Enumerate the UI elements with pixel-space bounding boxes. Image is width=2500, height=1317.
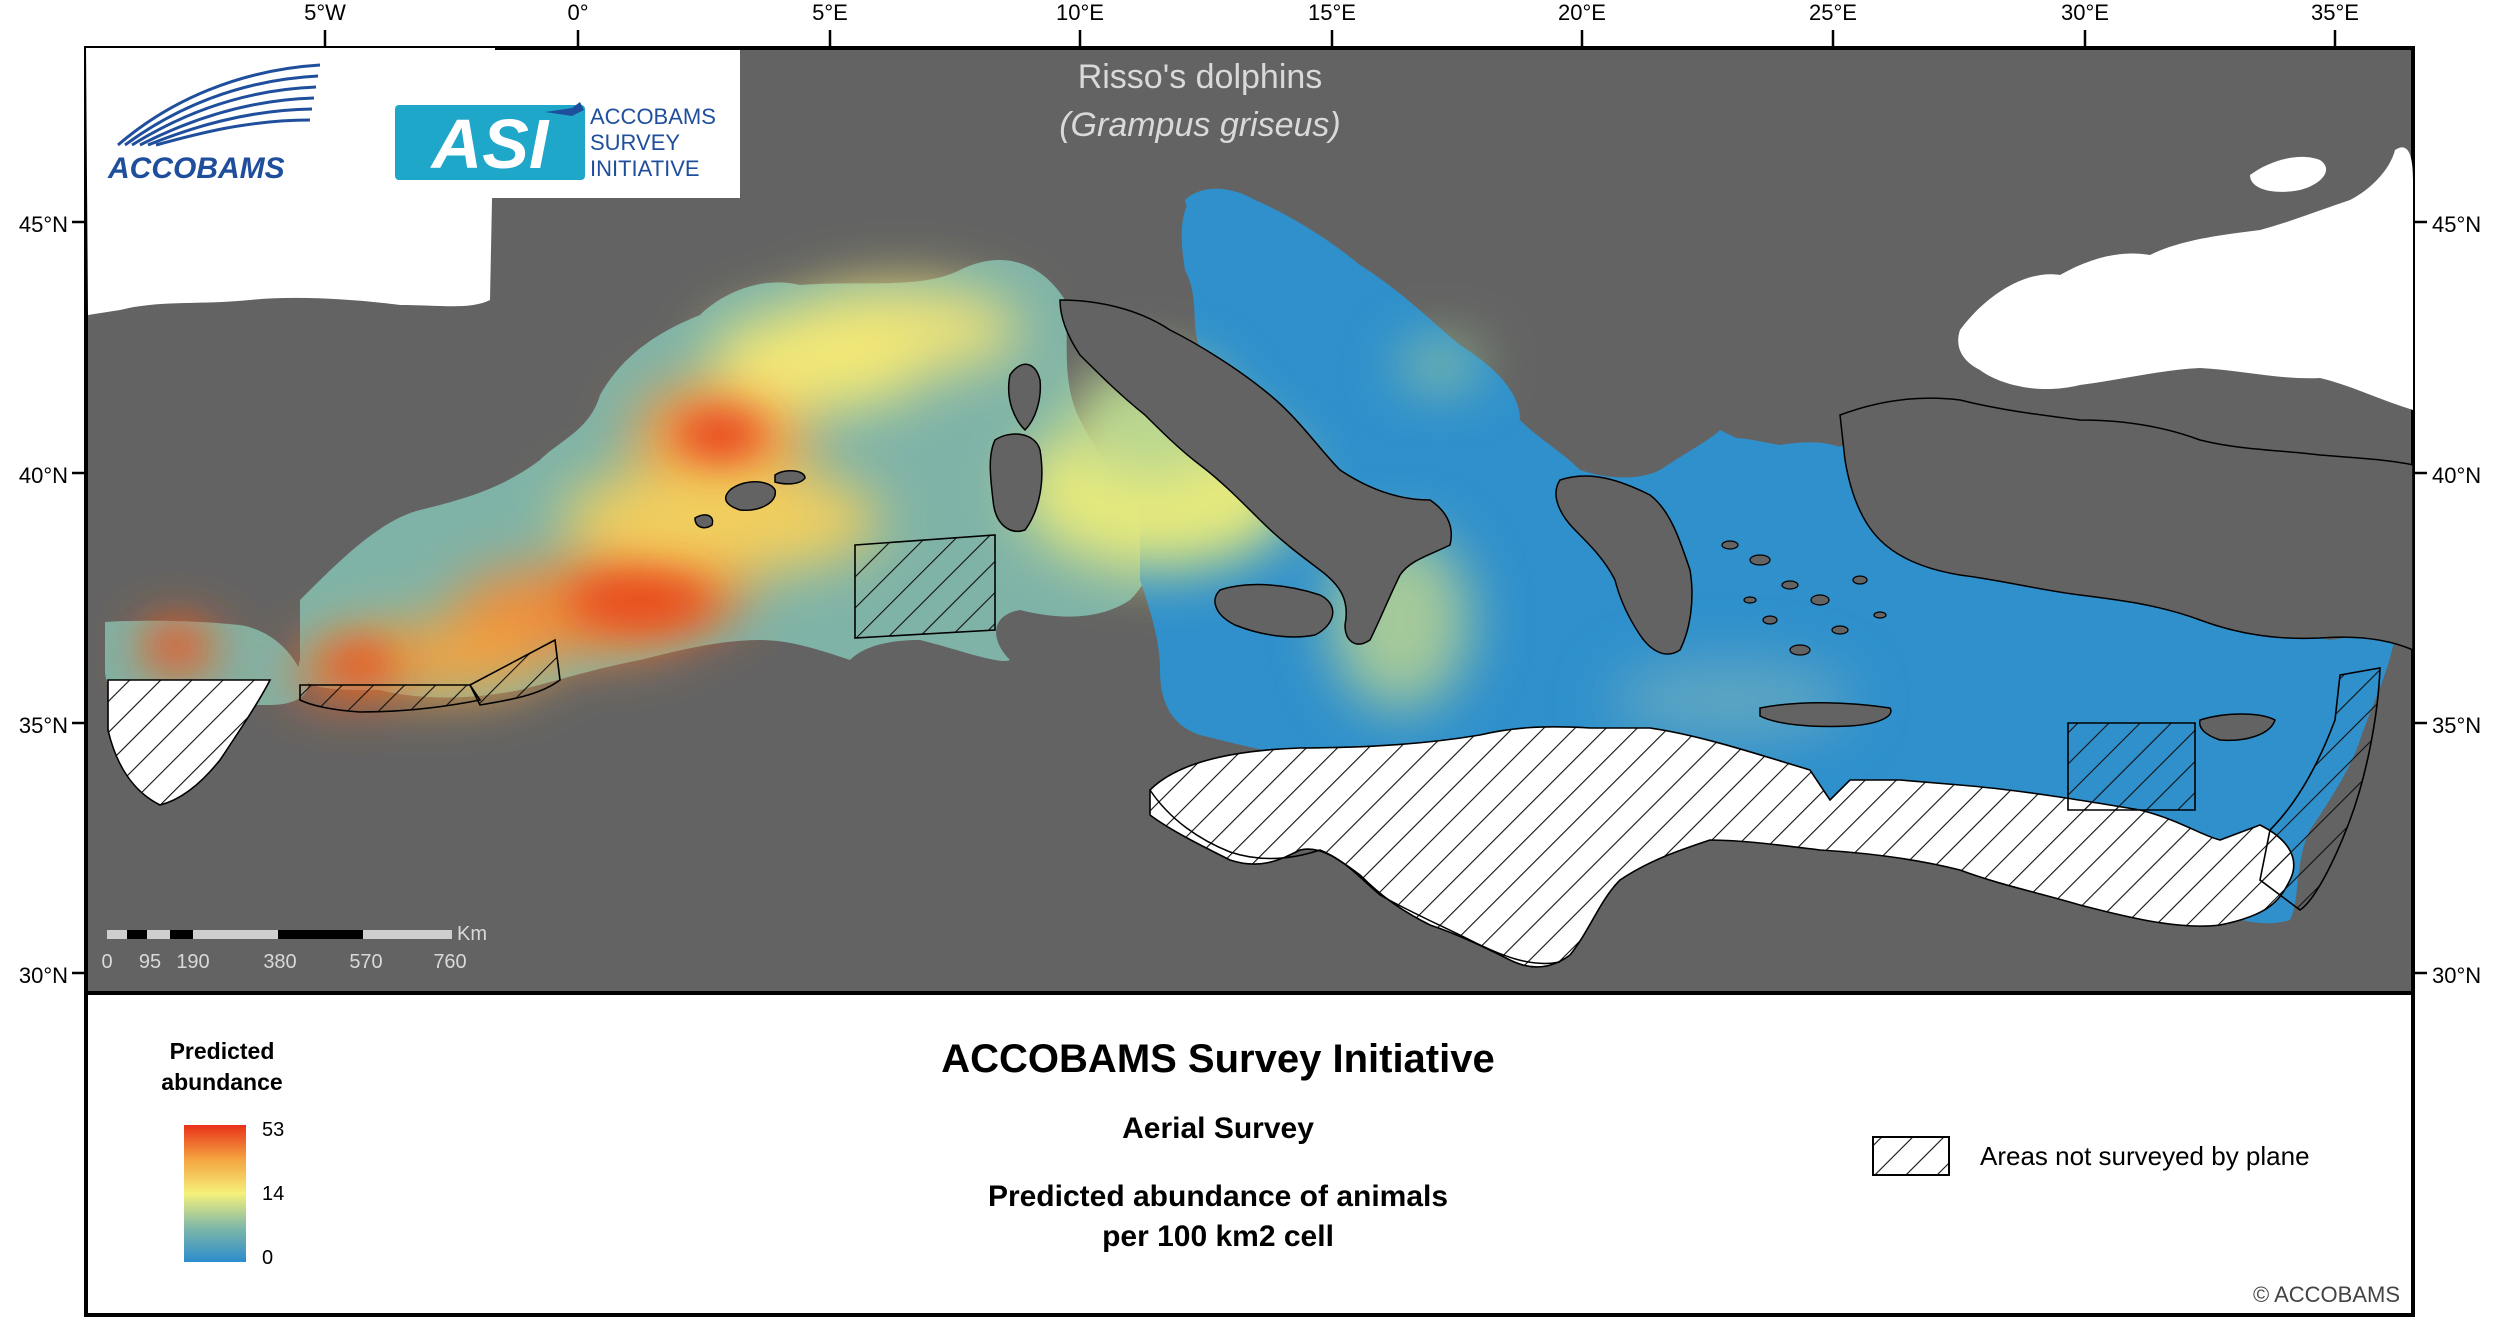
hatch-alboran-south bbox=[107, 679, 272, 806]
lat-labels-right: 45°N 40°N 35°N 30°N bbox=[2432, 212, 2481, 988]
lon-labels: 5°W 0° 5°E 10°E 15°E 20°E 25°E 30°E 35°E bbox=[304, 0, 2359, 25]
footer-desc-line1: Predicted abundance of animals bbox=[988, 1180, 1448, 1213]
hotspot-lion bbox=[710, 310, 930, 410]
lon-label: 25°E bbox=[1809, 0, 1857, 25]
lon-label: 10°E bbox=[1056, 0, 1104, 25]
hotspot-peak-balearic bbox=[675, 410, 765, 460]
accobams-logo bbox=[117, 63, 321, 147]
scale-tick: 95 bbox=[139, 951, 161, 973]
scale-tick: 570 bbox=[349, 951, 382, 973]
africa-coast bbox=[1149, 789, 1561, 965]
hotspot-peak-far-w bbox=[150, 631, 200, 659]
hotspot-algerian bbox=[560, 465, 880, 575]
hatch-sardinia-channel bbox=[854, 534, 996, 639]
land-masks bbox=[694, 299, 2414, 742]
turkey bbox=[1839, 397, 2414, 652]
footer-desc-line2: per 100 km2 cell bbox=[1102, 1220, 1334, 1253]
accobams-logo-text: ACCOBAMS bbox=[107, 152, 285, 185]
legend-title-line2: abundance bbox=[161, 1069, 282, 1095]
scale-tick: 380 bbox=[263, 951, 296, 973]
asi-mark: ASI bbox=[430, 105, 550, 183]
unsurveyed-areas bbox=[107, 534, 2381, 968]
hatch-swatch bbox=[1872, 1136, 1950, 1176]
copyright: © ACCOBAMS bbox=[2253, 1282, 2400, 1307]
lat-label: 35°N bbox=[2432, 713, 2481, 738]
sicily bbox=[1214, 583, 1334, 638]
species-latin-name: (Grampus griseus) bbox=[1059, 106, 1341, 144]
legend-mid: 14 bbox=[262, 1183, 284, 1205]
cyprus bbox=[2198, 713, 2276, 742]
species-name: Risso's dolphins bbox=[1078, 58, 1323, 96]
lat-labels-left: 45°N 40°N 35°N 30°N bbox=[19, 212, 68, 988]
legend-max: 53 bbox=[262, 1119, 284, 1141]
hatch-north-africa bbox=[1149, 726, 2295, 968]
lat-label: 30°N bbox=[19, 963, 68, 988]
lon-label: 5°W bbox=[304, 0, 346, 25]
hatch-label: Areas not surveyed by plane bbox=[1980, 1141, 2310, 1171]
mallorca bbox=[724, 481, 776, 511]
scale-tick: 0 bbox=[101, 951, 112, 973]
menorca bbox=[774, 470, 806, 485]
ibiza bbox=[694, 514, 714, 529]
lon-label: 20°E bbox=[1558, 0, 1606, 25]
scale-tick: 190 bbox=[176, 951, 209, 973]
lon-label: 0° bbox=[567, 0, 588, 25]
legend-color-ramp bbox=[184, 1125, 246, 1262]
hatch-alboran-strip bbox=[299, 684, 482, 713]
lat-label: 40°N bbox=[19, 463, 68, 488]
lon-label: 15°E bbox=[1308, 0, 1356, 25]
hotspot-peak-alboran-w bbox=[330, 647, 390, 677]
legend-min: 0 bbox=[262, 1247, 273, 1269]
legend: Predicted abundance 53 14 0 Areas not su… bbox=[161, 1038, 2309, 1269]
scale-bar: Km 0 95 190 380 570 760 bbox=[101, 923, 487, 973]
footer-panel bbox=[84, 991, 2415, 1317]
lon-label: 5°E bbox=[812, 0, 848, 25]
asi-line2: SURVEY bbox=[590, 130, 680, 155]
logos-panel: ACCOBAMS ASI ACCOBAMS SURVEY INITIATIVE bbox=[88, 50, 740, 198]
asi-line1: ACCOBAMS bbox=[590, 104, 716, 129]
black-sea bbox=[1958, 147, 2413, 410]
lon-label: 30°E bbox=[2061, 0, 2109, 25]
lat-label: 35°N bbox=[19, 713, 68, 738]
hatch-levant-box bbox=[2067, 722, 2196, 811]
footer-heading: ACCOBAMS Survey Initiative bbox=[941, 1037, 1494, 1081]
hotspot-adriatic bbox=[1400, 345, 1480, 385]
hatch-levant-coast bbox=[2259, 667, 2381, 911]
legend-title-line1: Predicted bbox=[170, 1038, 275, 1064]
sardinia bbox=[989, 433, 1043, 532]
lat-label: 30°N bbox=[2432, 963, 2481, 988]
scale-tick: 760 bbox=[433, 951, 466, 973]
scale-unit: Km bbox=[457, 923, 487, 945]
asi-logo: ASI ACCOBAMS SURVEY INITIATIVE bbox=[395, 102, 716, 183]
aegean-islands bbox=[1721, 540, 1887, 656]
italy bbox=[1059, 299, 1452, 645]
lat-label: 40°N bbox=[2432, 463, 2481, 488]
hatch-alboran-east bbox=[468, 638, 561, 706]
plane-icon bbox=[545, 102, 584, 116]
corsica bbox=[1008, 363, 1042, 432]
lat-label: 45°N bbox=[19, 212, 68, 237]
sea-of-azov bbox=[2250, 156, 2327, 192]
asi-line3: INITIATIVE bbox=[590, 156, 700, 181]
greece bbox=[1555, 475, 1693, 655]
crete bbox=[1759, 702, 1892, 728]
lon-label: 35°E bbox=[2311, 0, 2359, 25]
hotspot-peak-alboran bbox=[570, 575, 710, 625]
lat-label: 45°N bbox=[2432, 212, 2481, 237]
footer-subheading: Aerial Survey bbox=[1122, 1112, 1314, 1145]
